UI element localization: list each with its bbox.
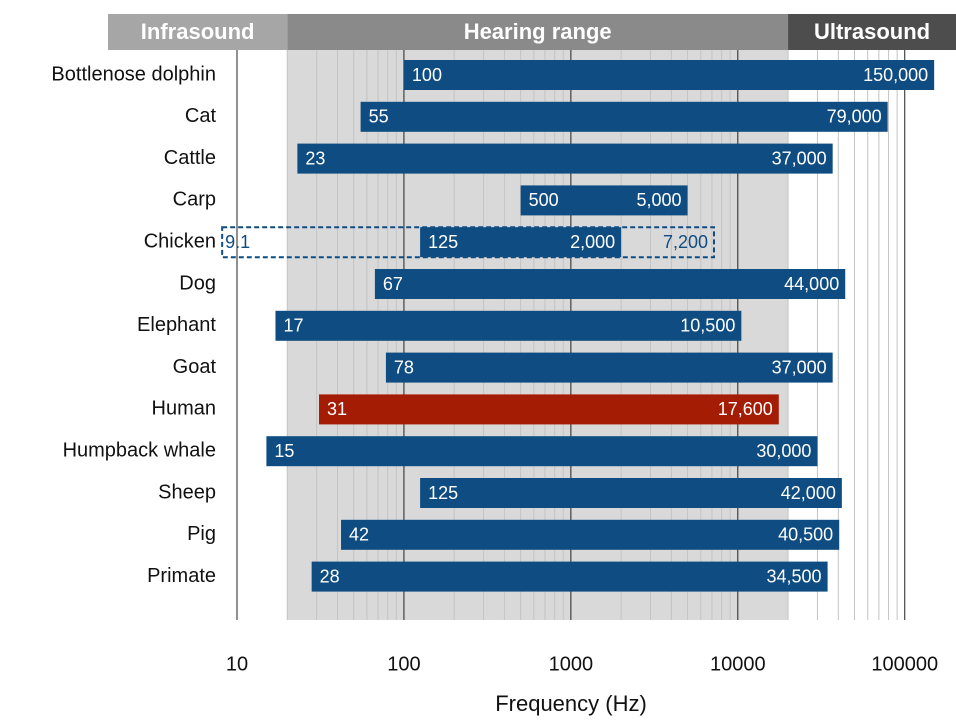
low-label: 500 (529, 190, 559, 210)
range-bar (374, 269, 846, 299)
x-tick-label: 100 (387, 653, 420, 675)
x-tick-label: 10000 (710, 653, 766, 675)
extended-range (221, 226, 715, 259)
low-label: 28 (320, 566, 340, 586)
category-label: Bottlenose dolphin (51, 63, 216, 85)
category-label: Sheep (158, 481, 216, 503)
high-label: 40,500 (778, 525, 833, 545)
category-label: Elephant (137, 314, 216, 336)
low-label: 31 (327, 399, 347, 419)
high-label: 79,000 (827, 107, 882, 127)
range-bar (311, 561, 828, 592)
low-label: 125 (428, 483, 458, 503)
range-bar (275, 310, 742, 341)
low-label: 15 (274, 441, 294, 461)
low-label: 42 (349, 525, 369, 545)
high-label: 10,500 (680, 316, 735, 336)
category-label: Dog (179, 272, 216, 294)
category-label: Chicken (144, 230, 216, 252)
region-label: Infrasound (141, 19, 255, 44)
low-label: 23 (305, 148, 325, 168)
extended-low-label: 9.1 (225, 232, 250, 252)
range-bar (319, 394, 779, 425)
high-label: 2,000 (570, 232, 615, 252)
high-label: 5,000 (637, 190, 682, 210)
high-label: 17,600 (718, 399, 773, 419)
high-label: 37,000 (772, 148, 827, 168)
low-label: 78 (394, 357, 414, 377)
range-bar (520, 185, 688, 216)
region-header (287, 14, 789, 50)
x-axis-label: Frequency (Hz) (495, 691, 647, 716)
category-label: Goat (173, 356, 217, 378)
range-bar (420, 478, 842, 508)
category-label: Cattle (164, 147, 216, 169)
extended-high-label: 7,200 (663, 232, 708, 252)
category-label: Carp (173, 189, 216, 211)
x-tick-label: 1000 (549, 653, 594, 675)
range-bar (385, 352, 833, 383)
region-label: Hearing range (464, 19, 612, 44)
category-label: Pig (187, 523, 216, 545)
x-tick-label: 10 (226, 653, 248, 675)
range-bar (341, 519, 840, 550)
range-bar (297, 143, 833, 174)
range-bar (420, 227, 622, 258)
low-label: 67 (383, 274, 403, 294)
high-label: 37,000 (772, 357, 827, 377)
region-label: Ultrasound (814, 19, 930, 44)
high-label: 34,500 (767, 566, 822, 586)
low-label: 125 (428, 232, 458, 252)
category-label: Primate (147, 565, 216, 587)
x-tick-label: 100000 (871, 653, 938, 675)
high-label: 42,000 (781, 483, 836, 503)
high-label: 30,000 (756, 441, 811, 461)
low-label: 55 (369, 107, 389, 127)
high-label: 150,000 (863, 65, 928, 85)
low-label: 17 (283, 316, 303, 336)
category-label: Cat (185, 105, 217, 127)
category-label: Human (152, 398, 216, 420)
range-bar (403, 60, 935, 90)
range-bar (266, 436, 818, 467)
category-label: Humpback whale (63, 439, 216, 461)
range-bar (360, 101, 888, 132)
region-header (788, 14, 956, 50)
high-label: 44,000 (784, 274, 839, 294)
low-label: 100 (412, 65, 442, 85)
region-header (108, 14, 288, 50)
